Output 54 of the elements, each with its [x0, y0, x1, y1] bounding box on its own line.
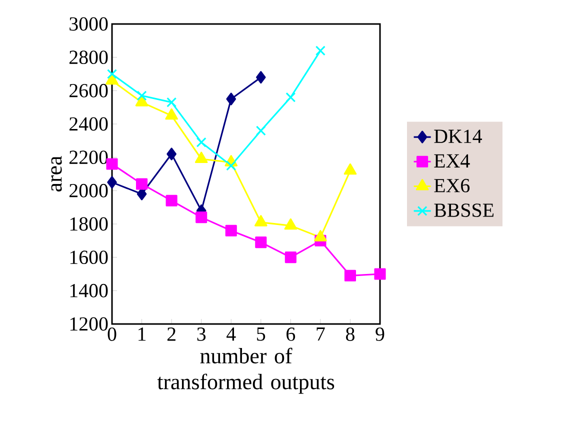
y-tick-label: 2400 — [70, 117, 108, 131]
x-tick-label: 2 — [167, 328, 176, 341]
y-tick-label: 2800 — [70, 50, 108, 64]
point — [136, 178, 148, 190]
point — [344, 163, 357, 175]
legend-label: DK14 — [434, 130, 482, 143]
point — [194, 152, 208, 164]
y-tick-label: 1200 — [70, 317, 108, 331]
point — [374, 268, 386, 280]
x-tick-label: 3 — [197, 328, 206, 341]
x-tick-label: 1 — [138, 328, 146, 341]
legend-label: BBSSE — [434, 204, 494, 217]
point — [256, 71, 266, 84]
y-axis-title: area — [51, 156, 62, 192]
legend-label: EX6 — [434, 178, 470, 192]
y-tick-label: 1600 — [70, 250, 108, 264]
point — [136, 90, 147, 101]
point — [106, 158, 118, 170]
point — [166, 97, 177, 108]
x-axis-title: number of transformed outputs — [157, 348, 334, 394]
x-tick-label: 6 — [286, 328, 296, 341]
y-tick-label: 2600 — [70, 84, 108, 98]
y-tick-label: 2200 — [70, 150, 108, 164]
x-tick-label: 9 — [376, 328, 384, 341]
point — [284, 252, 296, 264]
y-tick-label: 3000 — [70, 17, 108, 31]
point — [165, 108, 178, 120]
point — [315, 46, 326, 56]
point — [225, 224, 237, 236]
point — [166, 194, 178, 206]
point — [256, 126, 266, 136]
point — [226, 160, 236, 171]
point — [284, 218, 298, 230]
point — [226, 92, 236, 106]
x-tick-label: 0 — [108, 328, 116, 341]
point — [254, 215, 268, 226]
point — [286, 92, 296, 102]
point — [196, 212, 208, 224]
point — [135, 95, 148, 106]
point — [255, 236, 267, 248]
point — [344, 270, 356, 282]
y-tick-label: 1400 — [70, 284, 108, 298]
x-tick-label: 8 — [346, 328, 354, 341]
point — [106, 68, 118, 80]
legend-label: EX4 — [434, 154, 470, 168]
point — [314, 230, 327, 242]
y-tick-label: 2000 — [70, 184, 108, 198]
y-tick-label: 1800 — [70, 217, 108, 231]
point — [166, 148, 176, 160]
x-tick-label: 7 — [316, 328, 325, 341]
x-tick-label: 4 — [226, 328, 236, 341]
point — [107, 176, 117, 189]
point — [196, 137, 206, 148]
x-tick-label: 5 — [257, 328, 266, 341]
